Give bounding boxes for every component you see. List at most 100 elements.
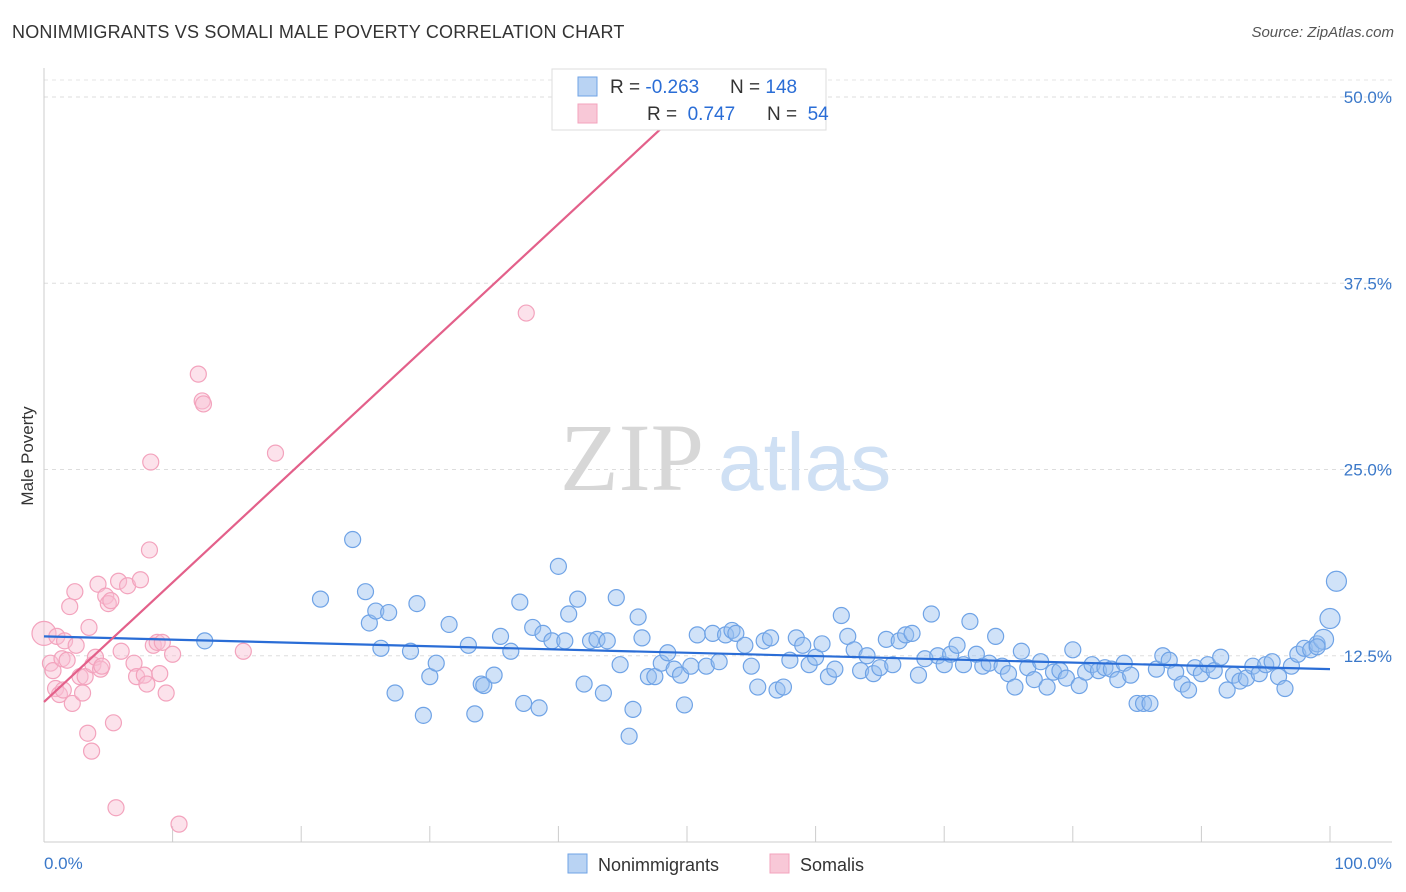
somalis-point-38 [140, 541, 159, 559]
somalis-point-2 [44, 662, 62, 680]
stat-n-label-1: N = [730, 77, 765, 98]
nonimmigrants-point-22 [511, 593, 529, 611]
svg-text:R = -0.263: R = -0.263 [610, 77, 699, 98]
stat-r-value-1: -0.263 [645, 77, 699, 98]
nonimmigrants-point-8 [386, 684, 404, 702]
nonimmigrants-point-77 [858, 647, 876, 665]
nonimmigrants-point-20 [491, 627, 510, 645]
somalis-point-26 [99, 594, 117, 613]
nonimmigrants-point-126 [1173, 675, 1191, 693]
nonimmigrants-point-127 [1179, 681, 1198, 699]
nonimmigrants-point-2 [344, 530, 362, 549]
nonimmigrants-point-23 [515, 694, 533, 713]
nonimmigrants-point-150 [1325, 570, 1348, 592]
nonimmigrants-point-96 [980, 654, 998, 672]
nonimmigrants-point-47 [665, 660, 683, 678]
somalis-point-24 [93, 657, 111, 675]
stat-r-label-2: R = [647, 104, 682, 125]
y-tick-label-2: 37.5% [1344, 274, 1392, 293]
nonimmigrants-point-59 [742, 657, 760, 675]
nonimmigrants-point-140 [1263, 653, 1281, 671]
somalis-point-9 [58, 651, 76, 669]
nonimmigrants-point-70 [813, 635, 831, 653]
y-tick-label-0: 12.5% [1344, 647, 1392, 666]
nonimmigrants-point-29 [556, 632, 574, 650]
nonimmigrants-point-31 [569, 590, 587, 608]
nonimmigrants-point-132 [1212, 648, 1230, 666]
nonimmigrants-point-149 [1319, 607, 1341, 630]
somalis-point-28 [104, 714, 123, 732]
nonimmigrants-point-53 [704, 624, 722, 643]
nonimmigrants-point-151 [1308, 638, 1326, 656]
nonimmigrants-point-128 [1186, 659, 1204, 677]
nonimmigrants-point-24 [524, 618, 542, 637]
nonimmigrants-point-18 [475, 676, 493, 695]
nonimmigrants-point-25 [530, 699, 548, 717]
watermark-atlas: atlas [718, 417, 891, 508]
watermark-zip: ZIP [560, 404, 704, 511]
stat-n-value-2: 54 [802, 104, 829, 125]
somalis-point-17 [79, 724, 97, 742]
nonimmigrants-point-6 [372, 639, 390, 657]
nonimmigrants-point-121 [1141, 694, 1159, 713]
nonimmigrants-point-109 [1064, 641, 1082, 659]
legend-swatch-nonimmigrants [577, 76, 598, 97]
svg-text:N = 54: N = 54 [730, 104, 855, 125]
nonimmigrants-point-19 [485, 666, 503, 684]
stat-n-label-2: N = [767, 104, 802, 125]
nonimmigrants-point-97 [987, 627, 1005, 645]
nonimmigrants-point-72 [826, 660, 844, 678]
nonimmigrants-point-101 [1012, 642, 1030, 660]
nonimmigrants-point-93 [961, 612, 979, 631]
somalis-point-19 [82, 742, 101, 760]
nonimmigrants-point-39 [620, 727, 638, 745]
nonimmigrants-point-84 [903, 624, 921, 643]
nonimmigrants-point-87 [922, 605, 940, 623]
nonimmigrants-point-89 [935, 656, 953, 674]
nonimmigrants-point-120 [1134, 694, 1153, 713]
nonimmigrants-point-133 [1218, 681, 1236, 699]
nonimmigrants-point-103 [1025, 670, 1043, 689]
somalis-point-47 [189, 365, 207, 383]
nonimmigrants-point-54 [710, 653, 728, 671]
axes [43, 68, 1392, 843]
nonimmigrants-point-91 [948, 636, 966, 654]
nonimmigrants-point-5 [367, 602, 385, 620]
nonimmigrants-point-100 [1006, 678, 1024, 696]
nonimmigrants-point-32 [575, 675, 593, 693]
nonimmigrants-point-130 [1199, 656, 1217, 674]
somalis-point-27 [102, 592, 120, 610]
somalis-point-44 [157, 684, 175, 702]
nonimmigrants-point-11 [414, 706, 432, 724]
somalis-point-33 [125, 654, 143, 672]
trendline-somalis [43, 103, 688, 703]
nonimmigrants-point-83 [897, 626, 915, 644]
y-axis-label: Male Poverty [18, 406, 37, 506]
nonimmigrants-point-35 [594, 684, 613, 702]
nonimmigrants-point-58 [736, 636, 754, 654]
nonimmigrants-point-21 [502, 642, 520, 660]
nonimmigrants-point-14 [440, 615, 458, 634]
nonimmigrants-point-37 [607, 589, 625, 607]
nonimmigrants-point-116 [1109, 670, 1127, 689]
somalis-point-13 [67, 636, 85, 654]
somalis-point-15 [73, 684, 92, 702]
svg-text:R = 0.747: R = 0.747 [610, 104, 762, 125]
bottom-legend-nonimmigrants: Nonimmigrants [598, 855, 719, 875]
nonimmigrants-point-79 [871, 659, 889, 677]
somalis-point-22 [89, 575, 107, 593]
somalis-point-29 [107, 799, 125, 817]
gridlines [44, 79, 1392, 657]
nonimmigrants-point-10 [408, 594, 426, 613]
nonimmigrants-point-52 [697, 657, 715, 675]
somalis-point-16 [76, 668, 94, 686]
somalis-point-37 [138, 675, 156, 693]
nonimmigrants-point-30 [560, 605, 578, 623]
nonimmigrants-point-67 [794, 636, 812, 654]
nonimmigrants-point-28 [549, 557, 568, 575]
nonimmigrants-point-108 [1057, 669, 1075, 687]
nonimmigrants-point-105 [1038, 678, 1056, 696]
somalis-point-30 [109, 572, 128, 590]
y-tick-labels: 12.5% 25.0% 37.5% 50.0% [1344, 88, 1392, 666]
